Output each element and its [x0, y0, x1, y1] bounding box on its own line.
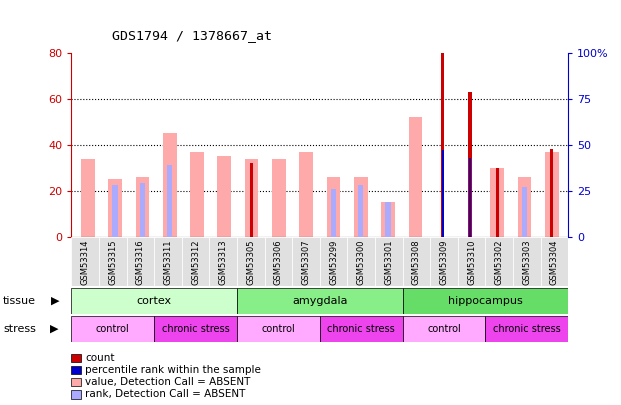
Text: GSM53306: GSM53306: [274, 239, 283, 285]
Text: control: control: [96, 324, 130, 334]
Bar: [299, 152, 313, 237]
Bar: [441, 53, 444, 237]
Text: rank, Detection Call = ABSENT: rank, Detection Call = ABSENT: [85, 390, 245, 399]
Text: GSM53302: GSM53302: [495, 239, 504, 285]
Bar: [550, 149, 553, 237]
Text: GSM53305: GSM53305: [247, 239, 255, 285]
Bar: [190, 152, 204, 237]
Text: chronic stress: chronic stress: [493, 324, 561, 334]
Text: GSM53301: GSM53301: [384, 239, 393, 285]
Text: control: control: [427, 324, 461, 334]
Bar: [237, 316, 320, 342]
Text: count: count: [85, 353, 115, 363]
Bar: [486, 316, 568, 342]
Bar: [182, 237, 209, 286]
Bar: [320, 237, 347, 286]
Bar: [518, 177, 532, 237]
Text: GSM53313: GSM53313: [219, 239, 228, 285]
Bar: [112, 185, 118, 237]
Bar: [292, 237, 320, 286]
Bar: [217, 156, 231, 237]
Bar: [71, 316, 154, 342]
Text: GSM53303: GSM53303: [522, 239, 532, 285]
Bar: [347, 237, 375, 286]
Bar: [71, 288, 237, 314]
Text: chronic stress: chronic stress: [327, 324, 395, 334]
Text: GSM53300: GSM53300: [356, 239, 366, 285]
Text: GSM53310: GSM53310: [467, 239, 476, 285]
Bar: [491, 168, 504, 237]
Text: GDS1794 / 1378667_at: GDS1794 / 1378667_at: [112, 30, 272, 43]
Bar: [381, 202, 395, 237]
Text: GSM53315: GSM53315: [108, 239, 117, 285]
Text: hippocampus: hippocampus: [448, 296, 523, 306]
Bar: [458, 237, 486, 286]
Bar: [496, 168, 499, 237]
Text: percentile rank within the sample: percentile rank within the sample: [85, 365, 261, 375]
Text: tissue: tissue: [3, 296, 36, 305]
Bar: [385, 202, 391, 237]
Text: value, Detection Call = ABSENT: value, Detection Call = ABSENT: [85, 377, 250, 387]
Bar: [237, 237, 265, 286]
Text: control: control: [261, 324, 296, 334]
Text: GSM53311: GSM53311: [163, 239, 173, 285]
Bar: [469, 158, 471, 237]
Bar: [154, 316, 237, 342]
Bar: [430, 237, 458, 286]
Text: ▶: ▶: [50, 324, 58, 334]
Bar: [209, 237, 237, 286]
Bar: [331, 189, 336, 237]
Bar: [358, 185, 363, 237]
Bar: [163, 133, 176, 237]
Bar: [135, 177, 149, 237]
Text: GSM53312: GSM53312: [191, 239, 200, 285]
Bar: [320, 316, 402, 342]
Bar: [545, 152, 559, 237]
Bar: [245, 159, 258, 237]
Bar: [468, 92, 471, 237]
Bar: [272, 159, 286, 237]
Bar: [154, 237, 182, 286]
Text: amygdala: amygdala: [292, 296, 348, 306]
Bar: [71, 237, 99, 286]
Text: ▶: ▶: [51, 296, 60, 305]
Bar: [541, 237, 568, 286]
Bar: [375, 237, 402, 286]
Bar: [108, 179, 122, 237]
Text: GSM53304: GSM53304: [550, 239, 559, 285]
Text: cortex: cortex: [137, 296, 172, 306]
Bar: [402, 237, 430, 286]
Bar: [327, 177, 340, 237]
Bar: [81, 159, 94, 237]
Bar: [409, 117, 422, 237]
Text: GSM53308: GSM53308: [412, 239, 421, 285]
Bar: [402, 316, 486, 342]
Bar: [354, 177, 368, 237]
Bar: [140, 183, 145, 237]
Bar: [99, 237, 127, 286]
Text: GSM53307: GSM53307: [302, 239, 310, 285]
Bar: [513, 237, 541, 286]
Bar: [237, 288, 402, 314]
Text: chronic stress: chronic stress: [161, 324, 230, 334]
Bar: [167, 165, 173, 237]
Bar: [265, 237, 292, 286]
Text: stress: stress: [3, 324, 36, 334]
Bar: [250, 163, 253, 237]
Bar: [442, 150, 443, 237]
Bar: [486, 237, 513, 286]
Text: GSM53299: GSM53299: [329, 239, 338, 285]
Bar: [522, 187, 527, 237]
Bar: [402, 288, 568, 314]
Bar: [127, 237, 154, 286]
Text: GSM53309: GSM53309: [440, 239, 448, 285]
Text: GSM53314: GSM53314: [81, 239, 89, 285]
Text: GSM53316: GSM53316: [136, 239, 145, 285]
